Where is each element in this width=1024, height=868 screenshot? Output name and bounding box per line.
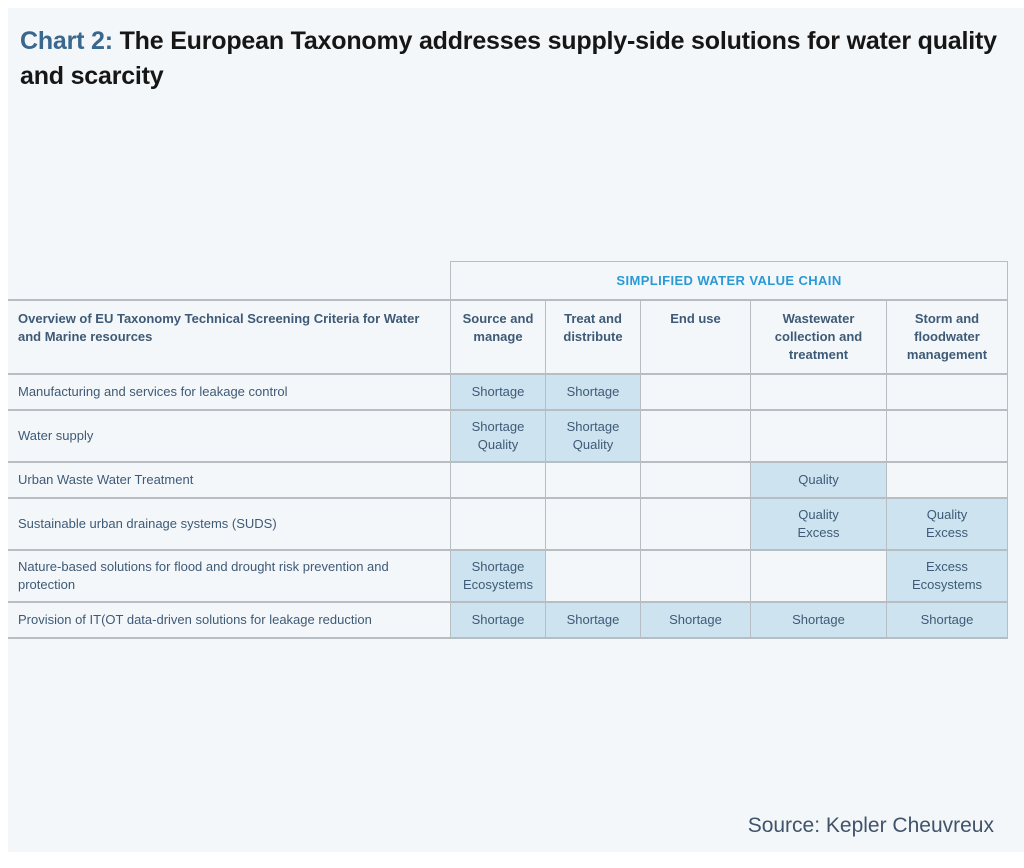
criteria-cell: Shortage (640, 603, 750, 637)
criteria-cell: Shortage (450, 603, 545, 637)
empty-cell (640, 551, 750, 601)
empty-cell (886, 463, 1008, 497)
banner-spacer (8, 261, 450, 299)
empty-cell (450, 463, 545, 497)
criteria-cell: Shortage Quality (450, 411, 545, 461)
criteria-cell: Excess Ecosystems (886, 551, 1008, 601)
empty-cell (545, 499, 640, 549)
empty-cell (886, 375, 1008, 409)
criteria-cell: Shortage (450, 375, 545, 409)
criteria-cell: Quality Excess (750, 499, 886, 549)
criteria-cell: Quality Excess (886, 499, 1008, 549)
row-label: Manufacturing and services for leakage c… (18, 384, 288, 399)
table-row: Provision of IT(OT data-driven solutions… (8, 603, 1008, 639)
source-credit: Source: Kepler Cheuvreux (747, 814, 994, 837)
criteria-cell: Quality (750, 463, 886, 497)
chart-title-text: The European Taxonomy addresses supply-s… (20, 27, 997, 90)
criteria-cell: Shortage Ecosystems (450, 551, 545, 601)
column-header: Source and manage (450, 301, 545, 373)
criteria-cell: Shortage Quality (545, 411, 640, 461)
column-header: Storm and floodwater management (886, 301, 1008, 373)
column-header: Treat and distribute (545, 301, 640, 373)
taxonomy-table: SIMPLIFIED WATER VALUE CHAIN Overview of… (8, 261, 1008, 639)
empty-cell (750, 375, 886, 409)
chart-number-label: Chart 2: (20, 27, 113, 55)
empty-cell (640, 463, 750, 497)
empty-cell (545, 551, 640, 601)
table-row-header: Overview of EU Taxonomy Technical Screen… (18, 311, 420, 344)
table-row: Sustainable urban drainage systems (SUDS… (8, 499, 1008, 551)
empty-cell (750, 411, 886, 461)
criteria-cell: Shortage (545, 375, 640, 409)
table-body: Manufacturing and services for leakage c… (8, 375, 1008, 639)
table-row: Nature-based solutions for flood and dro… (8, 551, 1008, 603)
criteria-cell: Shortage (750, 603, 886, 637)
criteria-cell: Shortage (886, 603, 1008, 637)
empty-cell (450, 499, 545, 549)
column-header: End use (640, 301, 750, 373)
row-label: Nature-based solutions for flood and dro… (18, 559, 389, 592)
column-header: Wastewater collection and treatment (750, 301, 886, 373)
table-row: Urban Waste Water Treatment Quality (8, 463, 1008, 499)
row-label: Sustainable urban drainage systems (SUDS… (18, 516, 277, 531)
banner-row: SIMPLIFIED WATER VALUE CHAIN (8, 261, 1008, 299)
table-row: Manufacturing and services for leakage c… (8, 375, 1008, 411)
empty-cell (545, 463, 640, 497)
table-header-row: Overview of EU Taxonomy Technical Screen… (8, 299, 1008, 375)
criteria-cell: Shortage (545, 603, 640, 637)
empty-cell (640, 499, 750, 549)
row-label: Urban Waste Water Treatment (18, 472, 194, 487)
empty-cell (750, 551, 886, 601)
row-label: Water supply (18, 428, 94, 443)
chart-title: Chart 2: The European Taxonomy addresses… (20, 24, 1004, 93)
empty-cell (640, 375, 750, 409)
content-panel: Chart 2: The European Taxonomy addresses… (8, 8, 1024, 852)
row-label: Provision of IT(OT data-driven solutions… (18, 612, 372, 627)
table-row: Water supply Shortage Quality Shortage Qua… (8, 411, 1008, 463)
value-chain-banner: SIMPLIFIED WATER VALUE CHAIN (450, 261, 1008, 299)
empty-cell (640, 411, 750, 461)
empty-cell (886, 411, 1008, 461)
